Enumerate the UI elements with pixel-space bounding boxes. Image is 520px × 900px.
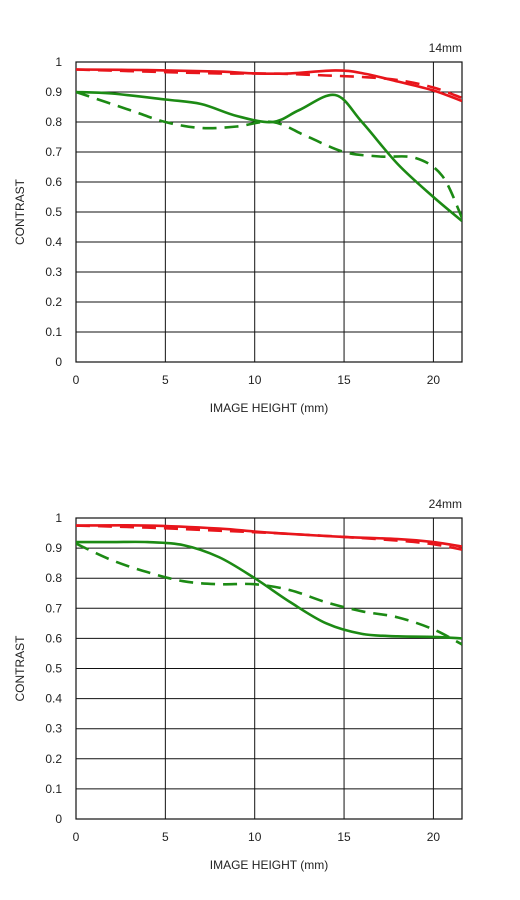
- x-tick-label: 0: [73, 373, 80, 387]
- y-tick-label: 0.9: [45, 85, 62, 99]
- mtf-chart-2: 00.10.20.30.40.50.60.70.80.910 5 10 15 2024m…: [13, 497, 463, 872]
- series-line-meridional-dashed: [76, 542, 462, 646]
- y-tick-label: 0.9: [45, 541, 62, 555]
- y-tick-label: 0.7: [45, 145, 62, 159]
- y-tick-label: 0.4: [45, 692, 62, 706]
- x-tick-label: 10: [248, 373, 262, 387]
- y-tick-label: 0.7: [45, 601, 62, 615]
- x-tick-label: 5: [162, 830, 169, 844]
- series-line-sagittal-dashed: [76, 524, 462, 551]
- y-tick-label: 0.2: [45, 752, 62, 766]
- mtf-chart-1: 00.10.20.30.40.50.60.70.80.910 5 10 15 2014m…: [13, 41, 463, 415]
- y-tick-label: 0.6: [45, 631, 62, 645]
- x-tick-label: 5: [162, 373, 169, 387]
- y-tick-label: 0.1: [45, 325, 62, 339]
- x-tick-label: 15: [337, 830, 351, 844]
- y-tick-label: 0.6: [45, 175, 62, 189]
- y-tick-label: 0.3: [45, 265, 62, 279]
- y-axis-label: CONTRAST: [13, 635, 27, 702]
- series-line-sagittal-solid: [76, 524, 462, 548]
- y-tick-label: 0: [55, 812, 62, 826]
- plot-frame: [75, 61, 463, 363]
- x-tick-label: 0: [73, 830, 80, 844]
- y-tick-label: 1: [55, 511, 62, 525]
- y-tick-label: 0.5: [45, 205, 62, 219]
- series-line-meridional-solid: [76, 90, 462, 222]
- y-tick-label: 0.8: [45, 571, 62, 585]
- series-line-meridional-dashed: [76, 90, 462, 219]
- series-line-sagittal-solid: [76, 68, 462, 103]
- x-axis-label: IMAGE HEIGHT (mm): [210, 858, 328, 872]
- series-line-sagittal-dashed: [76, 68, 462, 100]
- y-tick-label: 0.5: [45, 662, 62, 676]
- x-tick-label: 20: [427, 830, 441, 844]
- y-tick-label: 0: [55, 355, 62, 369]
- y-tick-label: 0.3: [45, 722, 62, 736]
- y-tick-label: 0.4: [45, 235, 62, 249]
- y-tick-label: 0.2: [45, 295, 62, 309]
- x-tick-label: 20: [427, 373, 441, 387]
- x-axis-label: IMAGE HEIGHT (mm): [210, 401, 328, 415]
- chart-title: 14mm: [429, 41, 462, 55]
- x-tick-label: 15: [337, 373, 351, 387]
- y-tick-label: 0.1: [45, 782, 62, 796]
- y-tick-label: 1: [55, 55, 62, 69]
- y-axis-label: CONTRAST: [13, 178, 27, 245]
- x-tick-label: 10: [248, 830, 262, 844]
- chart-title: 24mm: [429, 497, 462, 511]
- plot-frame: [75, 517, 463, 820]
- series-line-meridional-solid: [76, 540, 462, 640]
- y-tick-label: 0.8: [45, 115, 62, 129]
